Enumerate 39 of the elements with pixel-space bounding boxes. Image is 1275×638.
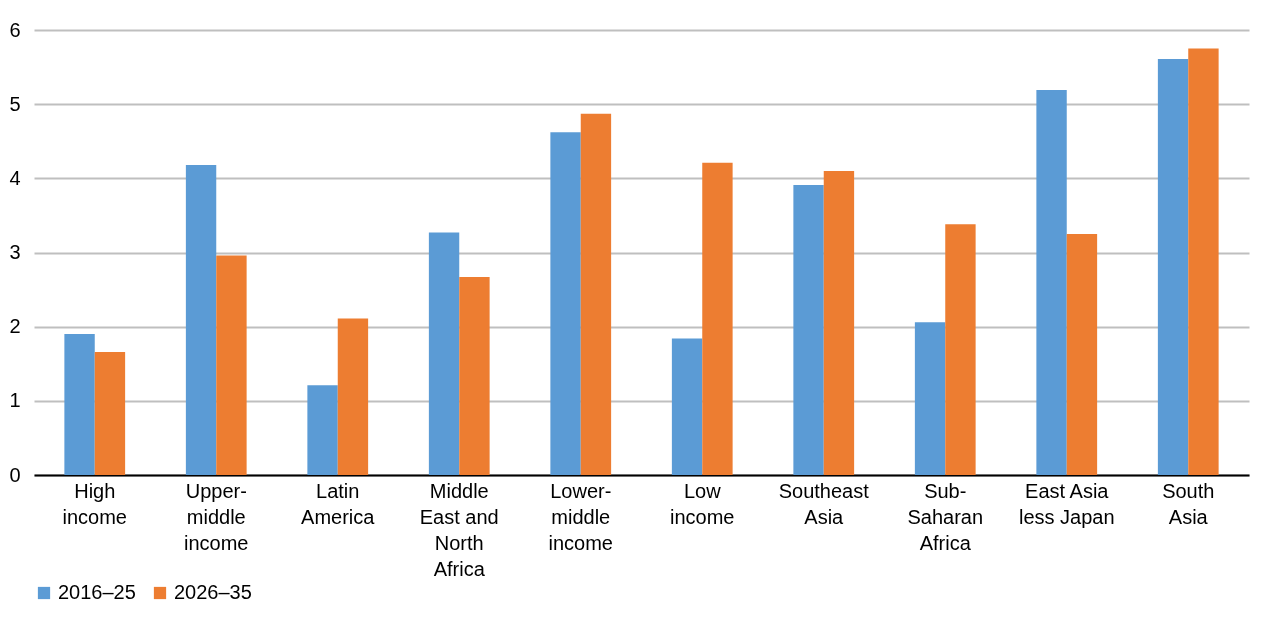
bar bbox=[580, 113, 612, 475]
bar bbox=[1188, 48, 1219, 475]
y-tick-label: 1 bbox=[9, 389, 21, 412]
x-tick-label: Southeast Asia bbox=[778, 479, 870, 528]
bar bbox=[94, 351, 126, 475]
y-tick-label: 6 bbox=[9, 18, 21, 41]
bar bbox=[793, 185, 824, 475]
bar bbox=[185, 164, 217, 475]
y-tick-label: 4 bbox=[9, 166, 21, 189]
bar bbox=[1157, 58, 1189, 475]
bar bbox=[702, 162, 733, 475]
x-tick-label: Lower-middle income bbox=[548, 479, 613, 554]
x-tick-label: Upper-middle income bbox=[184, 479, 249, 554]
bar bbox=[428, 232, 460, 475]
x-tick-label: Latin America bbox=[301, 479, 376, 528]
bar bbox=[216, 255, 247, 475]
bar bbox=[1036, 90, 1067, 475]
y-tick-label: 0 bbox=[9, 463, 21, 486]
bar bbox=[459, 276, 490, 475]
x-tick-label: High income bbox=[62, 479, 127, 528]
bar bbox=[337, 318, 369, 475]
legend-label: 2016–25 bbox=[58, 581, 136, 603]
bar bbox=[1066, 233, 1098, 475]
legend-label: 2026–35 bbox=[174, 581, 252, 603]
bar bbox=[307, 385, 338, 475]
x-tick-label: Middle East and North Africa bbox=[419, 479, 499, 580]
y-tick-label: 5 bbox=[9, 92, 21, 115]
y-tick-label: 3 bbox=[9, 241, 21, 263]
x-tick-label: Low income bbox=[670, 479, 735, 528]
bar bbox=[945, 224, 976, 475]
bar bbox=[823, 170, 855, 475]
y-tick-label: 2 bbox=[9, 315, 21, 338]
x-tick-label: Sub-Saharan Africa bbox=[907, 479, 984, 554]
bar bbox=[64, 334, 95, 475]
x-tick-label: East Asia less Japan bbox=[1018, 479, 1115, 528]
bar bbox=[671, 338, 703, 475]
bar bbox=[914, 322, 946, 475]
bar bbox=[550, 132, 581, 475]
x-tick-label: South Asia bbox=[1162, 479, 1215, 528]
